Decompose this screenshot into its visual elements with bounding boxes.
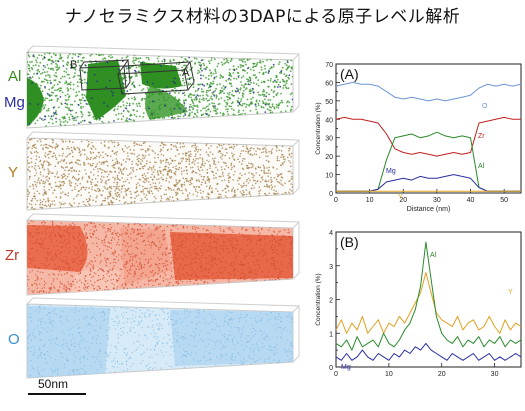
y-tick-label: 70 bbox=[325, 62, 333, 69]
series-label-mg: Mg bbox=[386, 168, 396, 175]
y-axis-label: Concentration (%) bbox=[315, 102, 322, 154]
element-label-y: Y bbox=[8, 164, 19, 181]
scale-bar-label: 50nm bbox=[38, 377, 69, 391]
panel-label: (B) bbox=[340, 234, 359, 250]
series-label-y-b: Y bbox=[508, 289, 513, 296]
y-tick-label: 0 bbox=[329, 365, 333, 372]
y-tick-label: 40 bbox=[325, 117, 333, 124]
map-o bbox=[26, 297, 301, 379]
series-mg-line bbox=[335, 342, 522, 361]
series-label-zr: Zr bbox=[478, 133, 485, 140]
analysis-box-b bbox=[79, 59, 131, 91]
y-tick-label: 50 bbox=[325, 99, 333, 106]
element-label-o: O bbox=[8, 331, 20, 348]
page-title: ナノセラミクス材料の3DAPによる原子レベル解析 bbox=[64, 7, 461, 27]
element-label-mg: Mg bbox=[4, 94, 25, 111]
scale-bar bbox=[28, 393, 86, 395]
x-tick-label: 10 bbox=[366, 197, 374, 204]
element-label-zr: Zr bbox=[5, 247, 20, 264]
y-tick-label: 30 bbox=[325, 136, 333, 143]
series-label-al: Al bbox=[478, 163, 485, 170]
y-tick-label: 20 bbox=[325, 154, 333, 161]
series-o-line bbox=[335, 81, 522, 102]
series-label-o: O bbox=[482, 103, 488, 110]
series-zr-line bbox=[335, 116, 521, 157]
x-tick-label: 30 bbox=[433, 197, 441, 204]
box-label-a: A bbox=[182, 67, 190, 79]
y-tick-label: 0 bbox=[329, 191, 333, 198]
y-tick-label: 60 bbox=[325, 80, 333, 87]
x-tick-label: 30 bbox=[491, 371, 499, 378]
x-axis-label: Distance (nm) bbox=[407, 206, 451, 213]
x-tick-label: 40 bbox=[467, 197, 475, 204]
x-tick-label: 10 bbox=[385, 371, 393, 378]
series-al-line bbox=[335, 241, 522, 351]
x-tick-label: 20 bbox=[399, 197, 407, 204]
analysis-box-a bbox=[117, 61, 195, 95]
y-tick-label: 2 bbox=[329, 298, 333, 305]
plot-frame bbox=[335, 63, 522, 194]
map-zr bbox=[26, 213, 301, 296]
panel-label: (A) bbox=[340, 66, 359, 82]
x-tick-label: 50 bbox=[500, 197, 508, 204]
x-tick-label: 0 bbox=[334, 197, 338, 204]
map-y bbox=[26, 131, 301, 211]
map-al-mg bbox=[26, 45, 301, 129]
x-tick-label: 20 bbox=[438, 371, 446, 378]
series-label-mg-b: Mg bbox=[341, 364, 351, 371]
element-label-al: Al bbox=[8, 68, 22, 85]
series-label-al-b: Al bbox=[430, 252, 437, 259]
series-label-y: Y bbox=[398, 194, 403, 201]
y-tick-label: 3 bbox=[329, 264, 333, 271]
series-y-line bbox=[335, 272, 522, 334]
y-axis-label: Concentration (%) bbox=[315, 273, 322, 325]
box-label-b: B bbox=[70, 59, 77, 71]
x-tick-label: 0 bbox=[334, 371, 338, 378]
y-tick-label: 10 bbox=[325, 173, 333, 180]
y-tick-label: 1 bbox=[329, 331, 333, 338]
y-tick-label: 4 bbox=[329, 230, 333, 237]
